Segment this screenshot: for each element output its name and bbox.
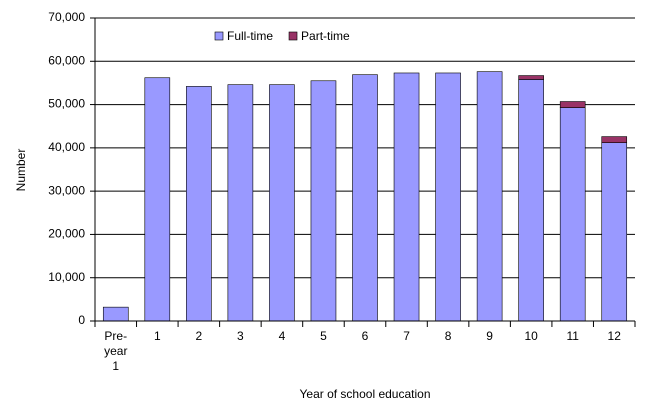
x-tick-label-box: 8 [444,329,452,343]
x-tick-label: 5 [320,329,327,343]
x-tick-label-box: 5 [320,329,327,343]
legend-swatch [288,31,298,41]
bar-segment [476,71,503,322]
bar-segment [601,142,628,322]
x-tick-label: 12 [607,329,621,343]
bar-segment [435,72,461,322]
legend-label: Full-time [227,29,273,43]
x-tick-label-box: 4 [278,329,286,343]
bar-segment [310,80,337,322]
x-axis-title: Year of school education [300,387,431,401]
bar-segment [352,74,378,322]
legend-label: Part-time [301,29,350,43]
x-tick-label-box: 11 [566,329,579,343]
y-tick-label: 0 [78,313,85,327]
bar-segment [102,306,129,322]
y-tick-label: 40,000 [48,140,85,154]
x-tick-label: 3 [237,329,244,343]
bar-segment [144,77,171,322]
x-tick-label: 2 [195,329,203,343]
bar-segment [601,136,628,143]
bar-segment [518,75,544,80]
bar-segment [227,84,254,322]
y-tick-label: 10,000 [48,270,85,284]
x-tick-label: 10 [524,329,538,343]
x-tick-label: 9 [486,329,493,343]
x-tick-label-box: Pre-year 1 [104,329,128,373]
bar-segment [559,107,586,322]
x-tick-label-box: 9 [486,329,493,343]
x-tick-label-box: 7 [403,329,410,343]
x-tick-label-box: 12 [607,329,621,343]
legend-swatch [214,31,224,41]
y-axis-title: Number [14,149,28,192]
bar-segment [186,86,212,322]
x-tick-label: 7 [403,329,410,343]
x-tick-label: 4 [278,329,286,343]
x-tick-label: Pre-year 1 [104,329,128,373]
x-tick-label-box: 3 [237,329,244,343]
y-tick-label: 30,000 [48,183,85,197]
bar-segment [393,72,420,322]
y-tick-label: 60,000 [48,53,85,67]
bar-segment [518,79,544,322]
x-tick-label: 1 [153,329,161,343]
x-tick-label: 8 [444,329,452,343]
y-tick-label: 50,000 [48,97,85,111]
x-tick-label-box: 6 [361,329,369,343]
x-tick-label-box: 1 [153,329,161,343]
bar-segment [269,84,295,322]
x-tick-label: 6 [361,329,369,343]
x-tick-label-box: 2 [195,329,203,343]
bar-segment [559,101,586,108]
y-tick-label: 20,000 [48,227,85,241]
x-tick-label-box: 10 [524,329,538,343]
x-tick-label: 11 [566,329,579,343]
y-tick-label: 70,000 [48,10,85,24]
